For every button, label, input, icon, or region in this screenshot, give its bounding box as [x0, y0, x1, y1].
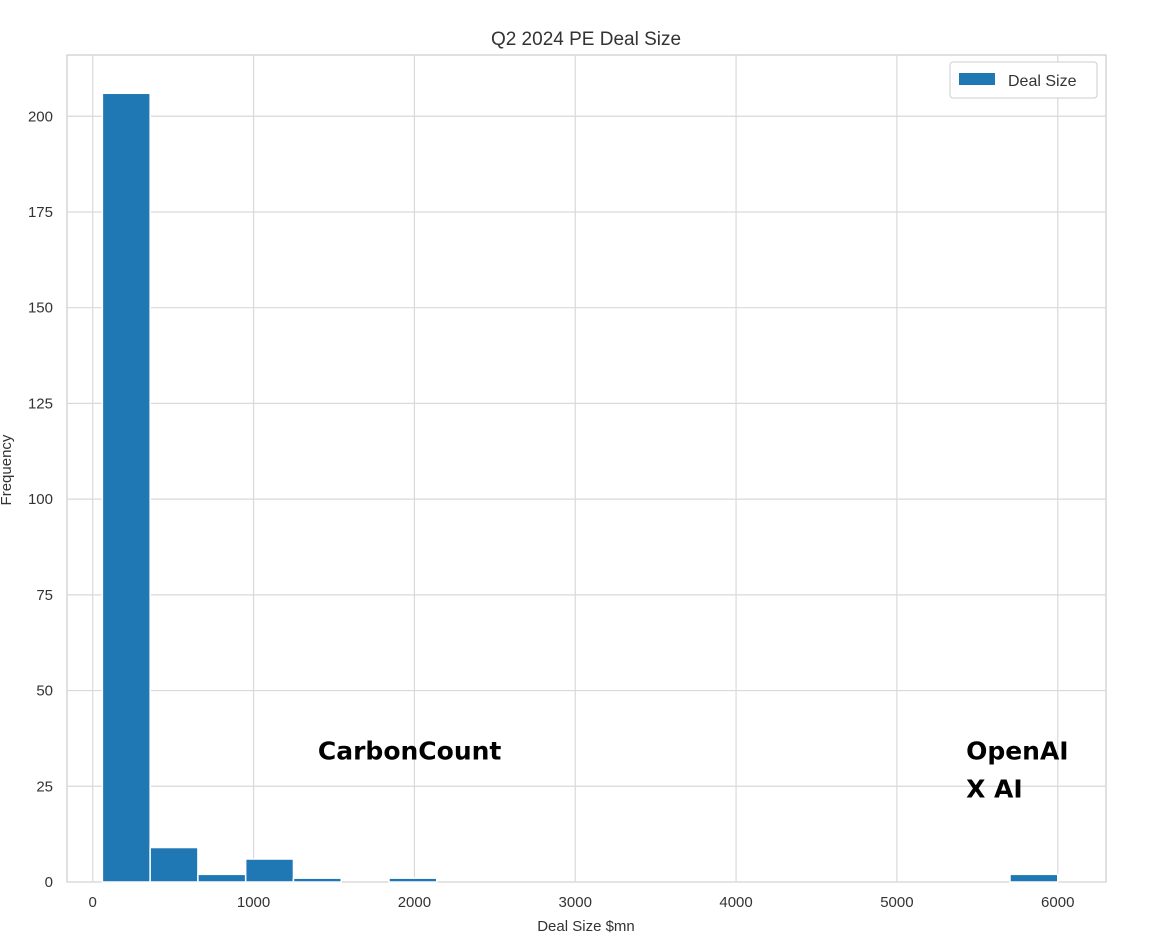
histogram-bar: [101, 92, 151, 883]
y-tick-label: 0: [45, 874, 53, 891]
annotation-label: OpenAI: [966, 736, 1069, 765]
y-tick-label: 125: [28, 395, 53, 412]
annotations: CarbonCount OpenAI X AI: [318, 736, 1069, 803]
x-tick-labels: 0 1000 2000 3000 4000 5000 6000: [89, 894, 1075, 911]
x-tick-label: 3000: [559, 894, 592, 911]
y-tick-label: 50: [36, 683, 53, 700]
x-tick-label: 6000: [1041, 894, 1074, 911]
bars: [101, 92, 1059, 883]
legend-box: [949, 61, 1098, 99]
y-axis-label: Frequency: [0, 434, 15, 505]
legend: Deal Size: [949, 61, 1098, 99]
plot-area: [66, 54, 1107, 883]
annotation-label: CarbonCount: [318, 736, 502, 765]
histogram-bar: [149, 846, 199, 883]
x-tick-label: 5000: [880, 894, 913, 911]
x-tick-label: 0: [89, 894, 97, 911]
histogram-bar: [197, 873, 247, 883]
chart-title: Q2 2024 PE Deal Size: [491, 29, 681, 50]
histogram-bar: [1009, 873, 1059, 883]
histogram-bar: [292, 877, 342, 883]
grid: [67, 55, 1106, 883]
x-tick-label: 4000: [719, 894, 752, 911]
x-axis-label: Deal Size $mn: [537, 918, 635, 935]
histogram-bar: [388, 877, 438, 883]
legend-swatch: [959, 73, 995, 85]
y-tick-label: 75: [36, 587, 53, 604]
histogram-bar: [244, 858, 295, 883]
x-tick-label: 1000: [237, 894, 270, 911]
y-tick-labels: 0 25 50 75 100 125 150 175 200: [28, 108, 53, 891]
y-tick-label: 150: [28, 300, 53, 317]
x-tick-label: 2000: [398, 894, 431, 911]
y-tick-label: 100: [28, 491, 53, 508]
annotation-label: X AI: [966, 774, 1023, 803]
legend-label: Deal Size: [1008, 73, 1077, 90]
y-tick-label: 175: [28, 204, 53, 221]
y-tick-label: 200: [28, 108, 53, 125]
y-tick-label: 25: [36, 778, 53, 795]
